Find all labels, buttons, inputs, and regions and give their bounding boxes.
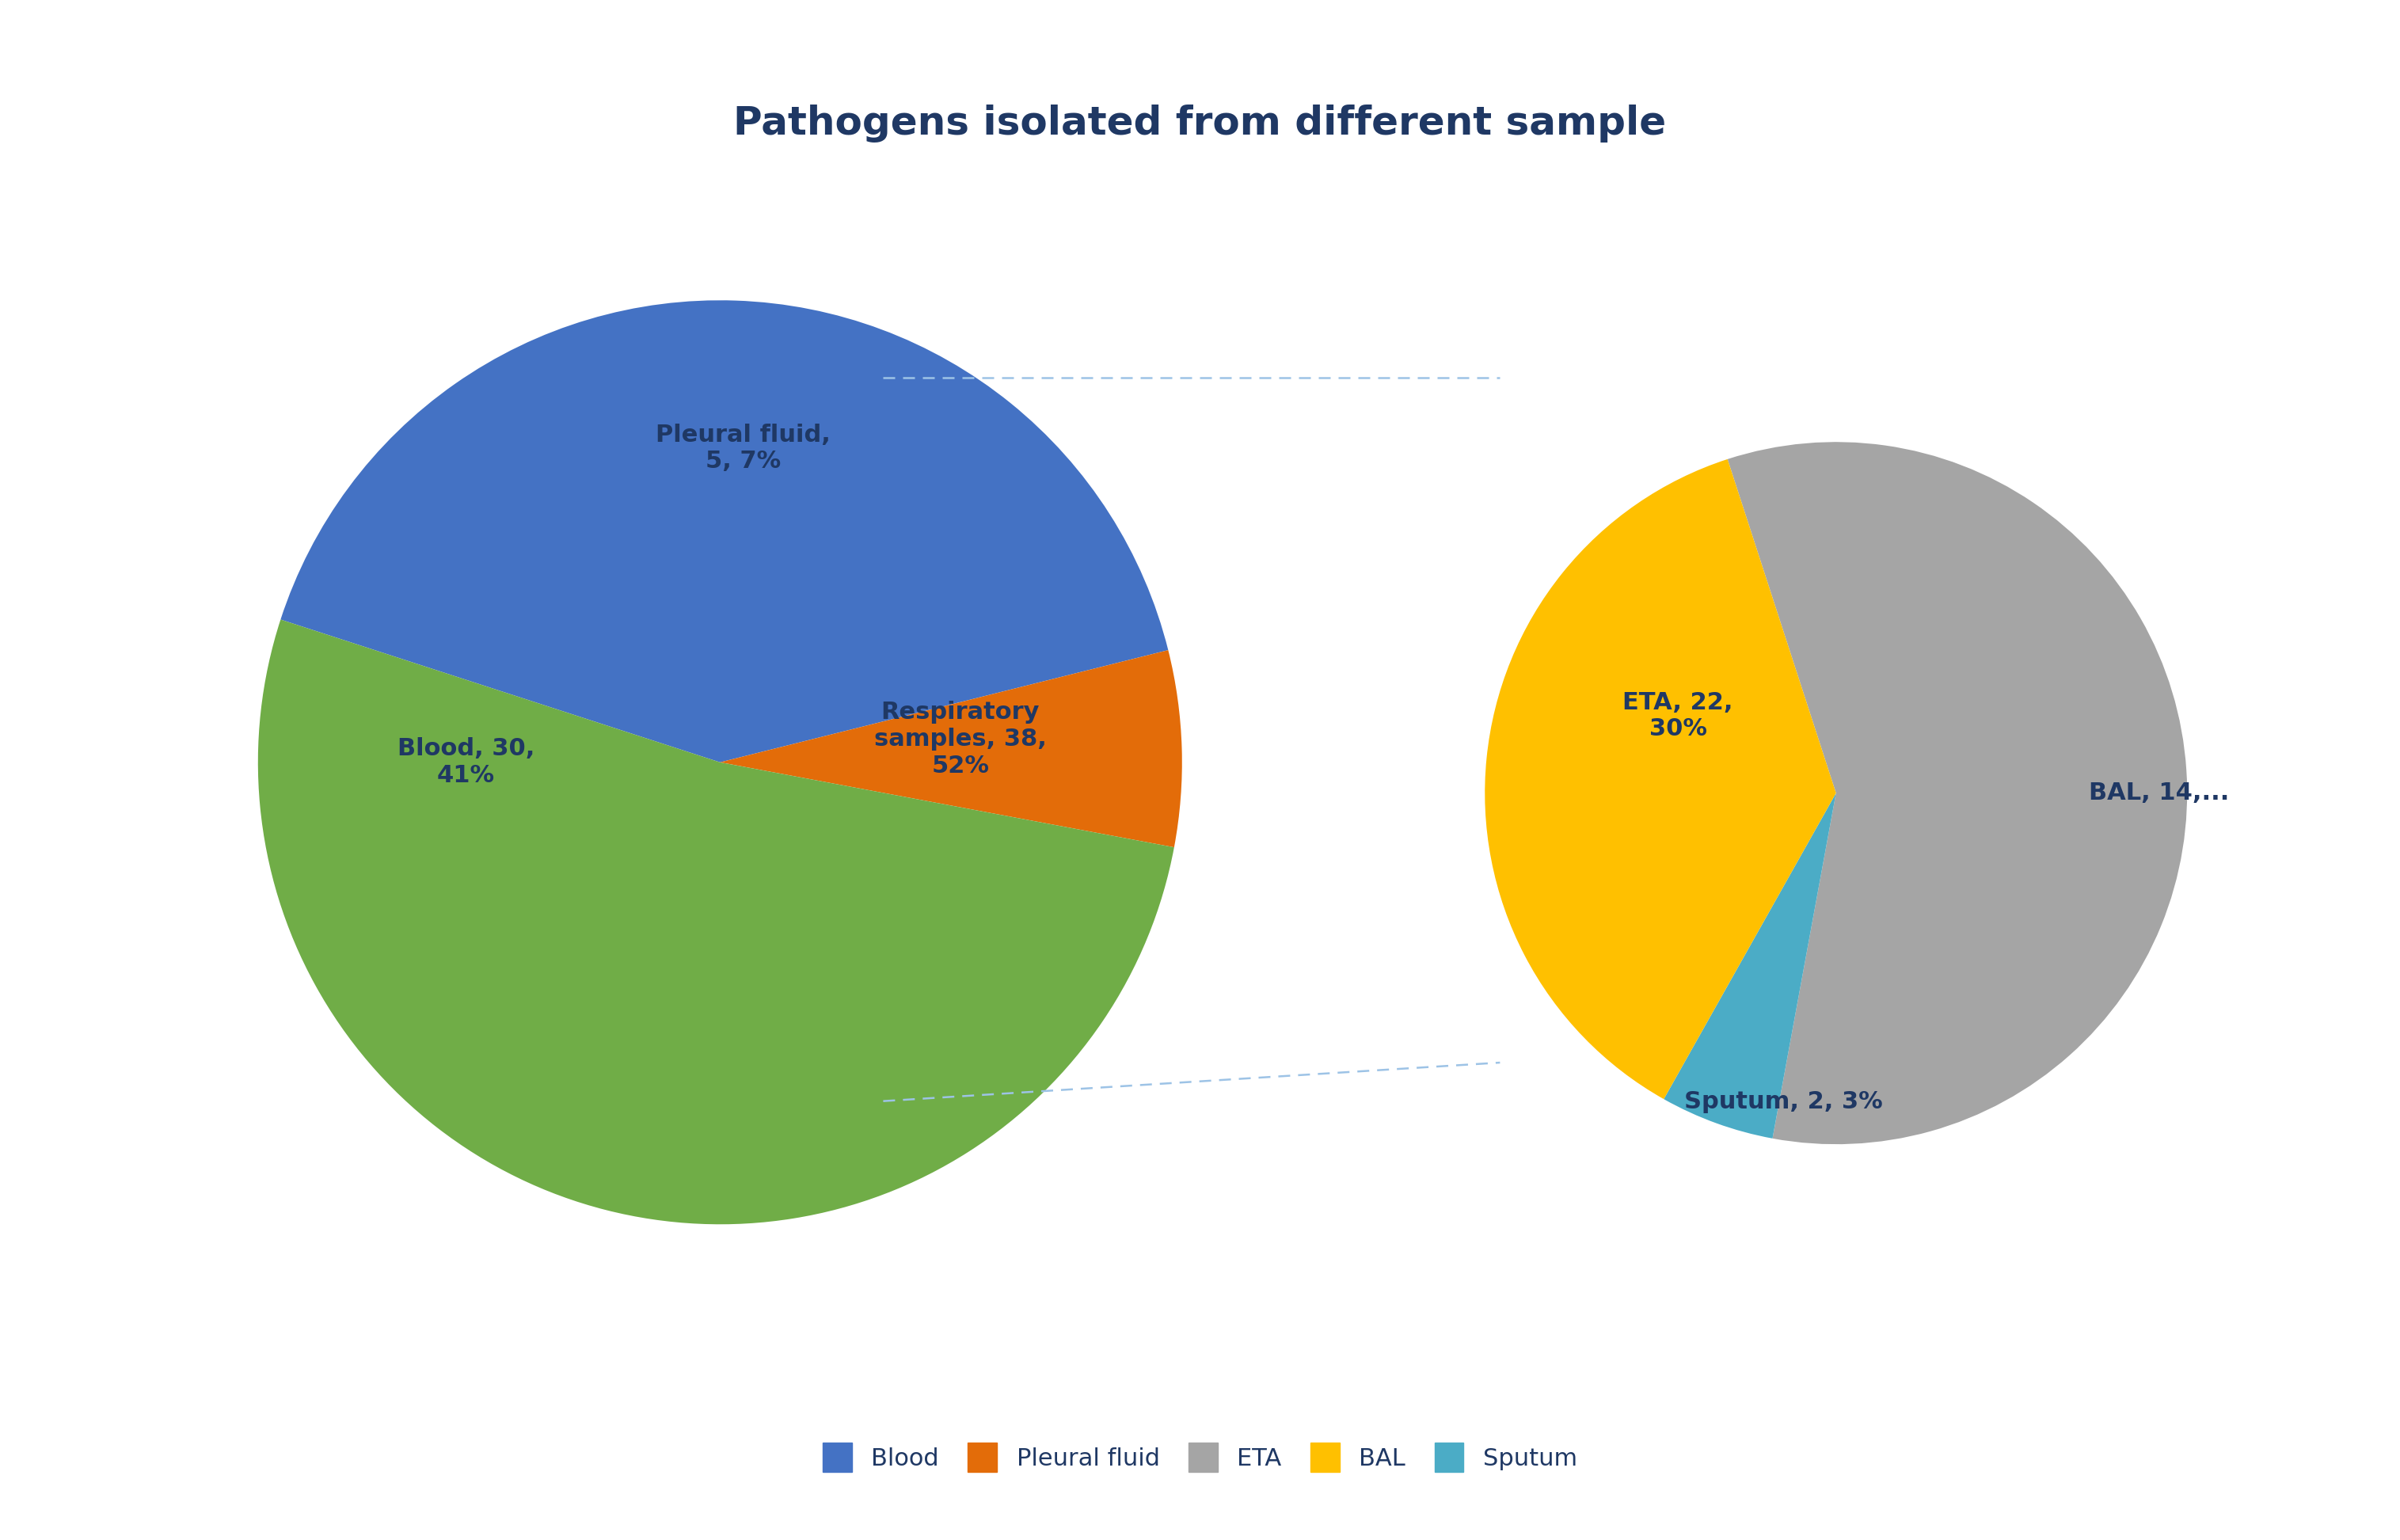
Wedge shape (1486, 459, 1836, 1100)
Text: ETA, 22,
30%: ETA, 22, 30% (1622, 691, 1733, 741)
Text: Pleural fluid,
5, 7%: Pleural fluid, 5, 7% (655, 424, 830, 473)
Text: Respiratory
samples, 38,
52%: Respiratory samples, 38, 52% (874, 701, 1046, 778)
Wedge shape (257, 619, 1174, 1224)
Text: Blood, 30,
41%: Blood, 30, 41% (398, 738, 535, 787)
Text: BAL, 14,...: BAL, 14,... (2088, 782, 2230, 804)
Wedge shape (1663, 793, 1836, 1138)
Legend: Blood, Pleural fluid, ETA, BAL, Sputum: Blood, Pleural fluid, ETA, BAL, Sputum (814, 1432, 1586, 1481)
Text: Sputum, 2, 3%: Sputum, 2, 3% (1685, 1090, 1882, 1113)
Wedge shape (720, 650, 1183, 847)
Wedge shape (1728, 442, 2186, 1144)
Text: Pathogens isolated from different sample: Pathogens isolated from different sample (734, 105, 1666, 142)
Wedge shape (281, 300, 1169, 762)
